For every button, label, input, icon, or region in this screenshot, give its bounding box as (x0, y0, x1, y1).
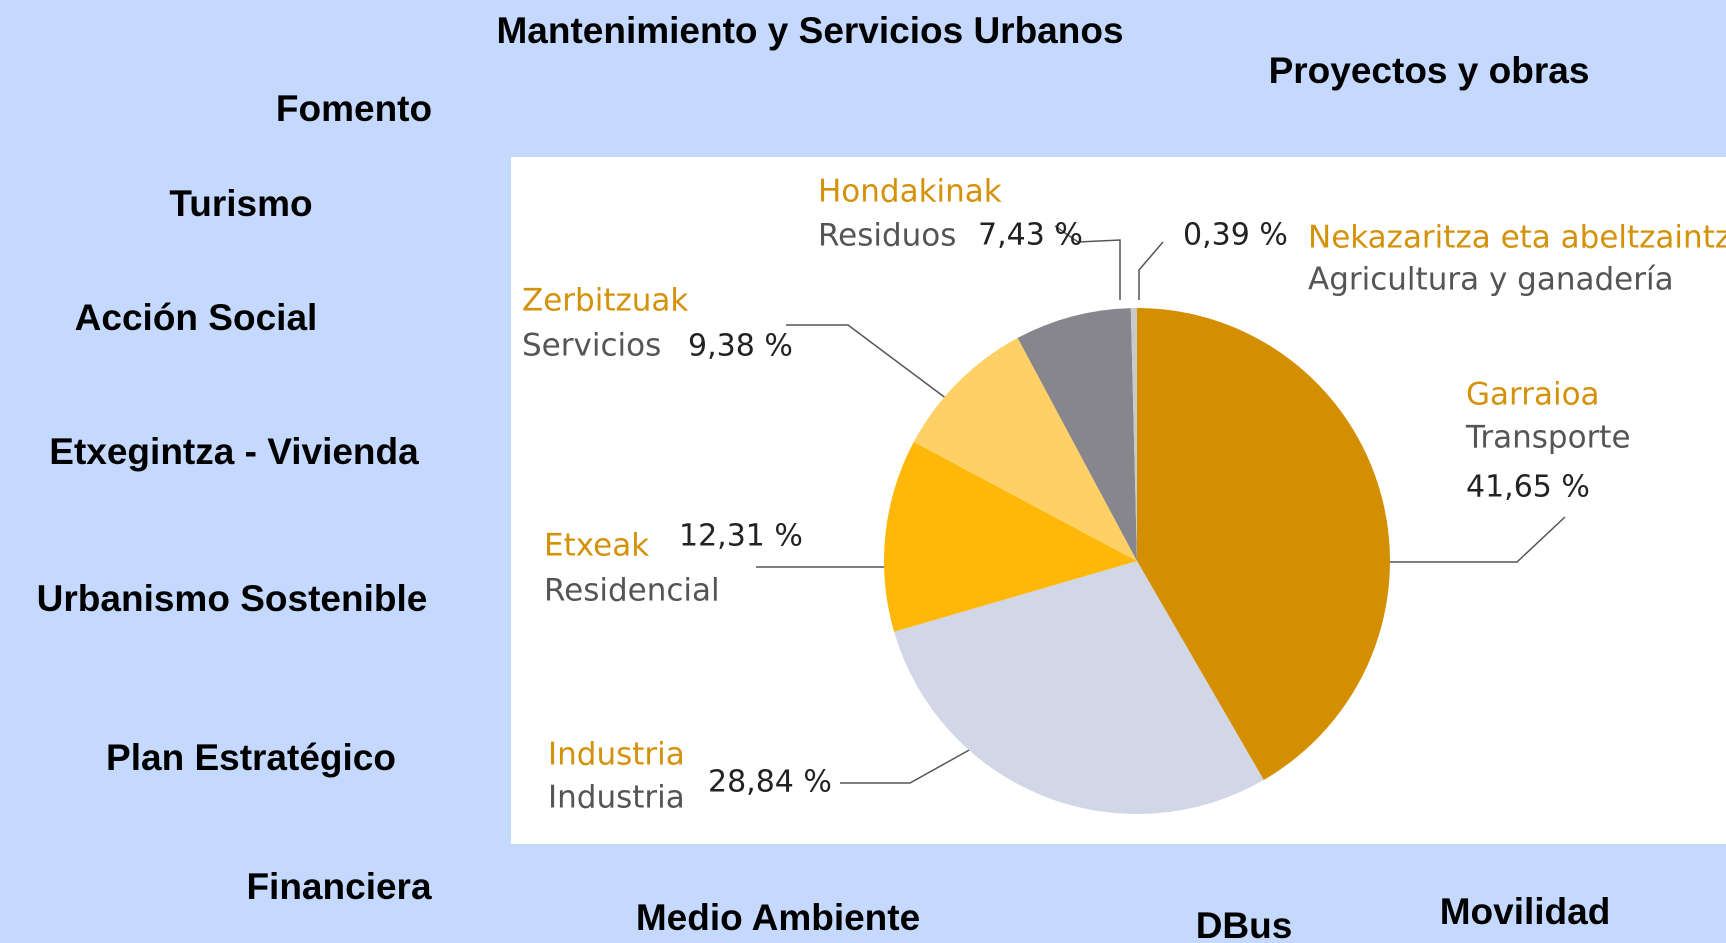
category-label: Servicios (522, 328, 661, 364)
nav-link[interactable]: Turismo (169, 183, 312, 224)
pie-slice (1137, 308, 1391, 780)
category-label-eu: Industria (548, 737, 685, 773)
nav-link[interactable]: Proyectos y obras (1269, 50, 1590, 91)
leader-lines (756, 225, 1566, 784)
category-label-eu: Zerbitzuak (522, 283, 688, 319)
category-label: Residencial (544, 573, 720, 609)
value-label: 9,38 % (688, 329, 793, 364)
pie-slice (894, 561, 1264, 815)
category-label-eu: Garraioa (1466, 377, 1600, 413)
nav-link[interactable]: Movilidad (1440, 891, 1611, 932)
leader-line (786, 324, 956, 406)
value-label: 7,43 % (978, 218, 1083, 253)
category-label: Agricultura y ganadería (1308, 262, 1674, 298)
value-label: 0,39 % (1183, 218, 1288, 253)
pie-slice (1130, 308, 1137, 561)
leader-line (1380, 516, 1566, 563)
nav-link[interactable]: Acción Social (75, 297, 318, 338)
pie-slice (913, 337, 1137, 561)
nav-link[interactable]: Etxegintza - Vivienda (49, 431, 419, 472)
nav-link[interactable]: Medio Ambiente (636, 897, 920, 938)
category-label-eu: Nekazaritza eta abeltzaintza (1308, 220, 1726, 256)
nav-link[interactable]: Financiera (246, 866, 431, 907)
nav-link[interactable]: Fomento (276, 88, 432, 129)
pie-slice (884, 441, 1137, 632)
nav-link[interactable]: DBus (1196, 905, 1293, 943)
leader-line (840, 743, 981, 784)
leader-line (1054, 225, 1121, 300)
nav-link[interactable]: Plan Estratégico (106, 737, 396, 778)
pie-slice (1017, 308, 1137, 561)
category-label: Industria (548, 780, 685, 816)
category-label: Residuos (818, 218, 956, 254)
category-label: Transporte (1465, 420, 1631, 456)
nav-link[interactable]: Urbanismo Sostenible (37, 578, 428, 619)
category-label-eu: Etxeak (544, 528, 649, 564)
leader-line (1138, 241, 1164, 300)
pie-chart: Garraioa Transporte 41,65 % Industria Indust… (522, 174, 1726, 816)
value-label: 41,65 % (1466, 470, 1590, 505)
nav: Mantenimiento y Servicios Urbanos Proyect… (37, 10, 1611, 943)
category-label-eu: Hondakinak (818, 174, 1002, 210)
value-label: 12,31 % (679, 519, 803, 554)
value-label: 28,84 % (708, 765, 832, 800)
nav-link[interactable]: Mantenimiento y Servicios Urbanos (496, 10, 1123, 51)
